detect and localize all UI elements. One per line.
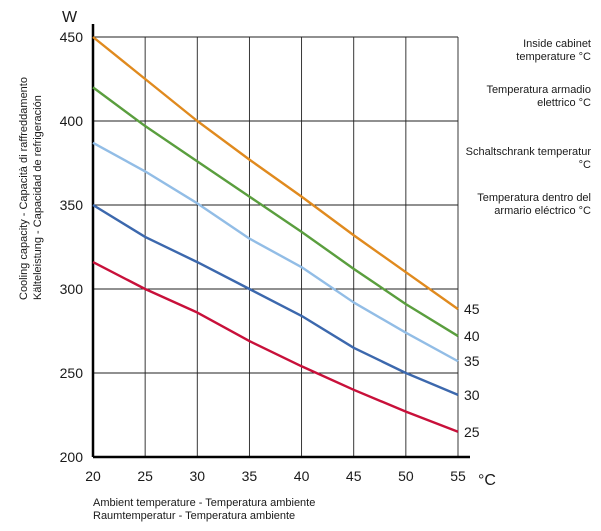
x-tick-label: 20 xyxy=(85,468,101,484)
legend-note-english: Inside cabinet temperature °C xyxy=(516,38,591,63)
y-unit-label: W xyxy=(62,9,78,26)
series-label-45: 45 xyxy=(464,301,480,317)
y-axis-title-line-1: Cooling capacity - Capacità di raffredda… xyxy=(18,77,30,300)
y-tick-label: 300 xyxy=(60,281,84,297)
x-tick-label: 45 xyxy=(346,468,362,484)
series-label-35: 35 xyxy=(464,353,480,369)
y-tick-label: 350 xyxy=(60,197,84,213)
series-line-30 xyxy=(92,203,459,396)
series-label-30: 30 xyxy=(464,387,480,403)
series-line-40 xyxy=(92,86,459,338)
legend-note-german: Schaltschrank temperatur °C xyxy=(465,146,591,171)
series-line-35 xyxy=(92,141,459,363)
x-tick-label: 40 xyxy=(294,468,310,484)
x-tick-label: 50 xyxy=(398,468,414,484)
x-tick-label: 25 xyxy=(137,468,153,484)
y-tick-label: 450 xyxy=(60,29,84,45)
legend-note-italian: Temperatura armadio elettrico °C xyxy=(486,84,591,109)
series-label-25: 25 xyxy=(464,424,480,440)
grid xyxy=(93,36,459,457)
x-tick-label: 35 xyxy=(242,468,258,484)
x-axis-title-line-2: Raumtemperatur - Temperatura ambiente xyxy=(93,510,296,522)
y-tick-label: 250 xyxy=(60,365,84,381)
x-unit-label: °C xyxy=(478,472,496,489)
x-tick-label: 30 xyxy=(189,468,205,484)
x-axis-title-line-1: Ambient temperature - Temperatura ambien… xyxy=(93,497,316,509)
y-axis-title-line-2: Kälteleistung - Capacidad de refrigeraci… xyxy=(32,95,44,300)
tick-labels: 20 25 30 35 40 45 50 55 200 250 300 350 400 450 45 40 35… xyxy=(60,29,480,484)
x-axis-title: Ambient temperature - Temperatura ambien… xyxy=(93,497,315,523)
axes xyxy=(91,24,470,459)
x-tick-label: 55 xyxy=(450,468,466,484)
series-lines xyxy=(92,36,459,433)
y-tick-label: 200 xyxy=(60,449,84,465)
series-line-25 xyxy=(92,261,459,433)
series-line-45 xyxy=(92,36,459,311)
series-label-40: 40 xyxy=(464,328,480,344)
legend-note-spanish: Temperatura dentro del armario eléctrico… xyxy=(477,192,591,217)
y-tick-label: 400 xyxy=(60,113,84,129)
